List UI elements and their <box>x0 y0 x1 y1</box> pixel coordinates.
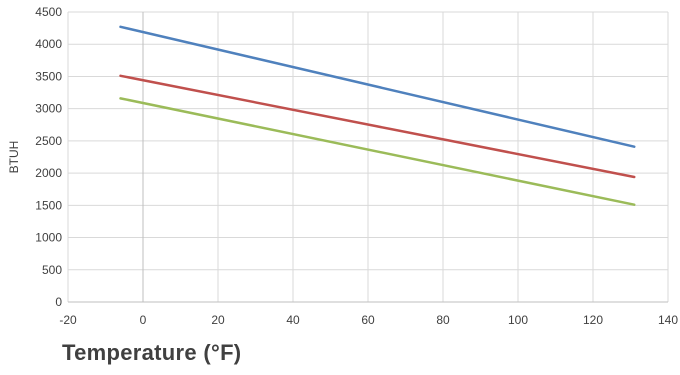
y-tick-label: 4000 <box>35 37 62 51</box>
x-tick-label: 0 <box>140 313 147 327</box>
x-tick-label: 60 <box>361 313 375 327</box>
x-tick-label: -20 <box>59 313 77 327</box>
series-lines <box>119 25 636 206</box>
series-line-2 <box>119 74 636 179</box>
y-tick-label: 3000 <box>35 102 62 116</box>
y-tick-label: 2000 <box>35 166 62 180</box>
y-tick-label: 3500 <box>35 69 62 83</box>
y-tick-label: 1000 <box>35 231 62 245</box>
y-tick-label: 500 <box>42 263 62 277</box>
x-tick-label: 120 <box>583 313 603 327</box>
x-tick-label: 80 <box>436 313 450 327</box>
y-tick-label: 1500 <box>35 198 62 212</box>
y-tick-label: 4500 <box>35 5 62 19</box>
x-axis-label: Temperature (°F) <box>62 340 242 365</box>
x-tick-label: 20 <box>211 313 225 327</box>
x-tick-label: 100 <box>508 313 528 327</box>
y-axis-label: BTUH <box>7 141 21 174</box>
line-chart: 0 500 1000 1500 2000 2500 3000 3500 4000 4500 -20 0… <box>7 5 678 327</box>
grid <box>67 11 669 303</box>
series-line-1 <box>119 25 636 148</box>
y-tick-label: 0 <box>55 295 62 309</box>
series-line-3 <box>119 97 636 206</box>
x-tick-label: 40 <box>286 313 300 327</box>
x-tick-label: 140 <box>658 313 678 327</box>
axes <box>68 12 668 303</box>
y-tick-label: 2500 <box>35 134 62 148</box>
tick-labels: 0 500 1000 1500 2000 2500 3000 3500 4000 4500 -20 0… <box>35 5 678 327</box>
